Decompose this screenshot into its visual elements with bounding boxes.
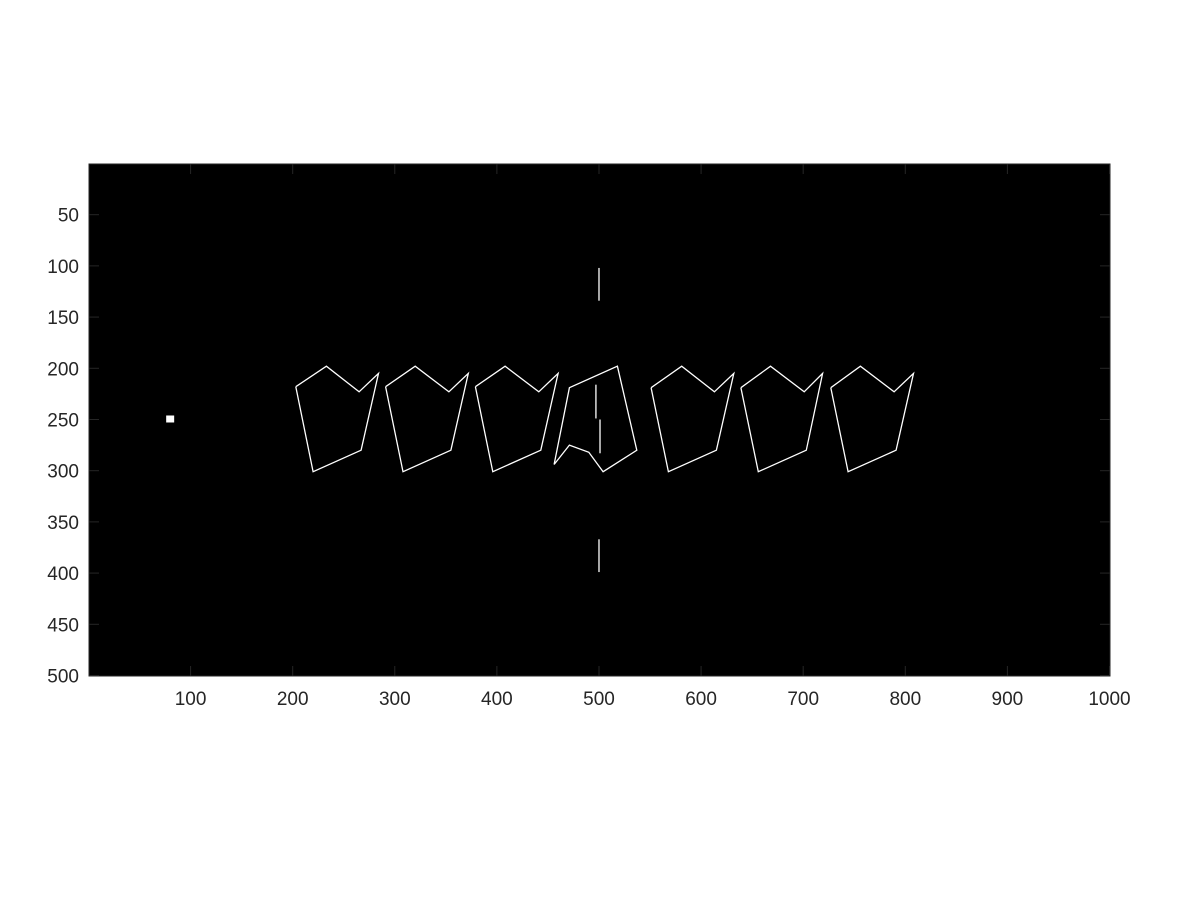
y-tick-label: 350 [47, 513, 79, 534]
polygon-outline [474, 365, 560, 473]
image-content [166, 267, 915, 573]
x-tick-label: 1000 [1088, 689, 1130, 710]
axes-frame [88, 163, 1111, 677]
y-tick-label: 300 [47, 462, 79, 483]
axis-ticks [88, 163, 1111, 677]
y-tick-label: 250 [47, 410, 79, 431]
x-tick-label: 800 [889, 689, 921, 710]
y-tick-label: 500 [47, 666, 79, 687]
x-tick-label: 600 [685, 689, 717, 710]
polygon-outline [650, 365, 735, 473]
point-marker [166, 415, 175, 423]
y-tick-label: 400 [47, 564, 79, 585]
x-tick-label: 100 [175, 689, 207, 710]
tick-labels: 100 200 300 400 500 600 700 800 900 1000 50 100 150 2… [47, 206, 1130, 710]
y-tick-label: 450 [47, 615, 79, 636]
polygon-outline [553, 365, 638, 473]
x-tick-label: 200 [277, 689, 309, 710]
y-tick-label: 150 [47, 308, 79, 329]
polygon-outline [830, 365, 915, 473]
polygon-outline [740, 365, 824, 473]
y-tick-label: 200 [47, 359, 79, 380]
polygon-outline [295, 365, 380, 473]
x-tick-label: 400 [481, 689, 513, 710]
y-tick-label: 100 [47, 257, 79, 278]
x-tick-label: 500 [583, 689, 615, 710]
x-tick-label: 300 [379, 689, 411, 710]
polygon-outline [384, 365, 470, 473]
x-tick-label: 900 [992, 689, 1024, 710]
y-tick-label: 50 [58, 206, 79, 227]
x-tick-label: 700 [787, 689, 819, 710]
